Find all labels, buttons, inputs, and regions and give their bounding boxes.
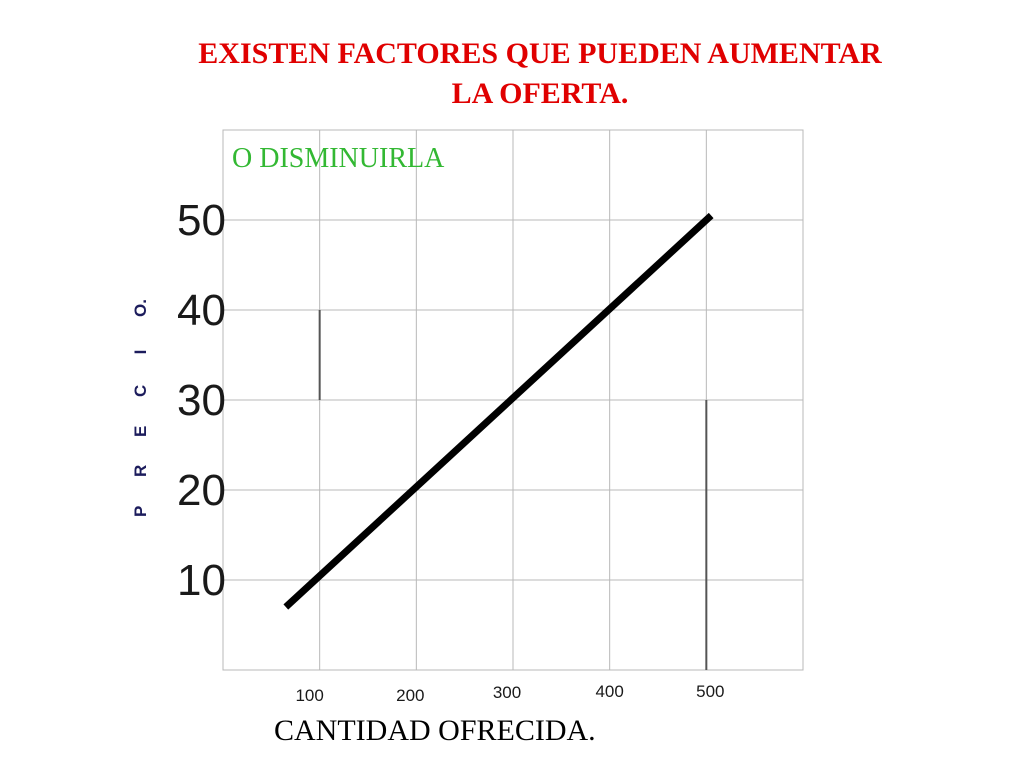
y-axis-label-letter: I <box>131 349 150 355</box>
y-axis-label-letter: O. <box>131 299 150 317</box>
chart-title-line-1: EXISTEN FACTORES QUE PUEDEN AUMENTAR <box>198 37 882 70</box>
y-tick-label: 40 <box>177 286 226 335</box>
y-tick-label: 20 <box>177 466 226 515</box>
y-axis-label-letter: C <box>131 384 150 397</box>
y-tick-label: 30 <box>177 376 226 425</box>
x-tick-label: 200 <box>396 686 424 705</box>
chart-annotation: O DISMINUIRLA <box>232 143 445 174</box>
chart-title-line-2: LA OFERTA. <box>451 77 629 110</box>
y-axis-label-letter: P <box>131 505 150 517</box>
y-tick-label: 50 <box>177 196 226 245</box>
chart-title: EXISTEN FACTORES QUE PUEDEN AUMENTAR LA … <box>90 34 990 114</box>
x-axis-label: CANTIDAD OFRECIDA. <box>274 714 596 747</box>
x-tick-label: 300 <box>493 683 521 702</box>
y-axis-label-letter: R <box>131 464 150 477</box>
y-axis-label: O. I C E R P <box>131 292 150 532</box>
y-axis-label-letter: E <box>131 425 150 437</box>
x-tick-label: 400 <box>595 682 623 701</box>
x-tick-label: 500 <box>696 682 724 701</box>
y-tick-label: 10 <box>177 556 226 605</box>
supply-line-black <box>283 212 714 610</box>
x-tick-label: 100 <box>295 686 323 705</box>
